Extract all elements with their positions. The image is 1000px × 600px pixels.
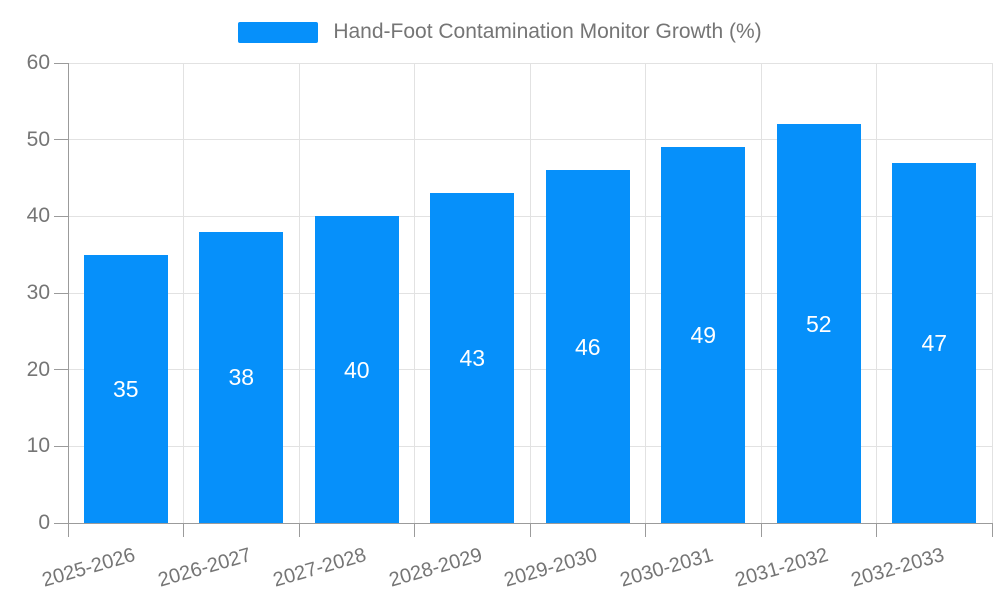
x-axis-tick [760, 523, 762, 537]
legend-swatch-icon [238, 21, 319, 43]
x-tick-label: 2030-2031 [617, 544, 716, 592]
y-tick-label: 0 [38, 511, 50, 534]
y-axis-line [67, 63, 69, 537]
bar-value-label: 52 [805, 310, 832, 337]
x-tick-label: 2025-2026 [39, 544, 138, 592]
y-axis-tick [54, 215, 68, 217]
x-axis-tick [298, 523, 300, 537]
x-axis-tick [876, 523, 877, 537]
x-axis-tick [529, 523, 531, 537]
y-tick-label: 30 [26, 281, 50, 304]
legend: Hand-Foot Contamination Monitor Growth (… [0, 20, 1000, 44]
v-gridline [529, 63, 531, 523]
bar[interactable] [430, 193, 515, 523]
v-gridline [645, 63, 646, 523]
y-axis-tick [54, 139, 68, 141]
x-axis-tick [414, 523, 415, 537]
v-gridline [991, 63, 993, 523]
x-tick-label: 2032-2033 [848, 544, 947, 592]
bar-value-label: 49 [690, 322, 717, 349]
bar[interactable] [661, 147, 746, 523]
bar[interactable] [545, 170, 630, 523]
x-tick-label: 2031-2032 [732, 544, 831, 592]
v-gridline [414, 63, 415, 523]
bar[interactable] [776, 124, 861, 523]
v-gridline [298, 63, 300, 523]
y-tick-label: 50 [26, 127, 50, 151]
y-axis-tick [54, 292, 68, 294]
bar[interactable] [83, 254, 168, 523]
x-axis-tick [645, 523, 646, 537]
bar-value-label: 40 [343, 356, 370, 383]
x-axis-line [54, 522, 992, 524]
v-gridline [183, 63, 184, 523]
y-tick-label: 10 [26, 434, 50, 458]
y-tick-label: 20 [26, 357, 50, 381]
bar-value-label: 38 [228, 364, 255, 391]
x-tick-label: 2027-2028 [270, 544, 369, 592]
v-gridline [876, 63, 877, 523]
legend-label: Hand-Foot Contamination Monitor Growth (… [333, 20, 762, 43]
bar-value-label: 47 [921, 329, 948, 356]
bar-value-label: 35 [112, 375, 139, 402]
bar-value-label: 46 [574, 333, 601, 360]
bar-value-label: 43 [459, 345, 486, 372]
y-axis-tick [54, 369, 68, 371]
x-axis-tick [991, 523, 993, 537]
y-tick-label: 60 [26, 51, 50, 74]
x-tick-label: 2026-2027 [155, 544, 254, 592]
y-tick-label: 40 [26, 204, 50, 228]
x-axis-tick [183, 523, 184, 537]
y-axis-tick [54, 445, 68, 447]
bar[interactable] [892, 162, 977, 523]
y-axis-tick [54, 62, 68, 64]
legend-item[interactable]: Hand-Foot Contamination Monitor Growth (… [238, 20, 762, 44]
bar[interactable] [314, 216, 399, 523]
v-gridline [760, 63, 762, 523]
x-tick-label: 2028-2029 [386, 544, 485, 592]
x-tick-label: 2029-2030 [501, 544, 600, 592]
bar[interactable] [199, 231, 284, 523]
